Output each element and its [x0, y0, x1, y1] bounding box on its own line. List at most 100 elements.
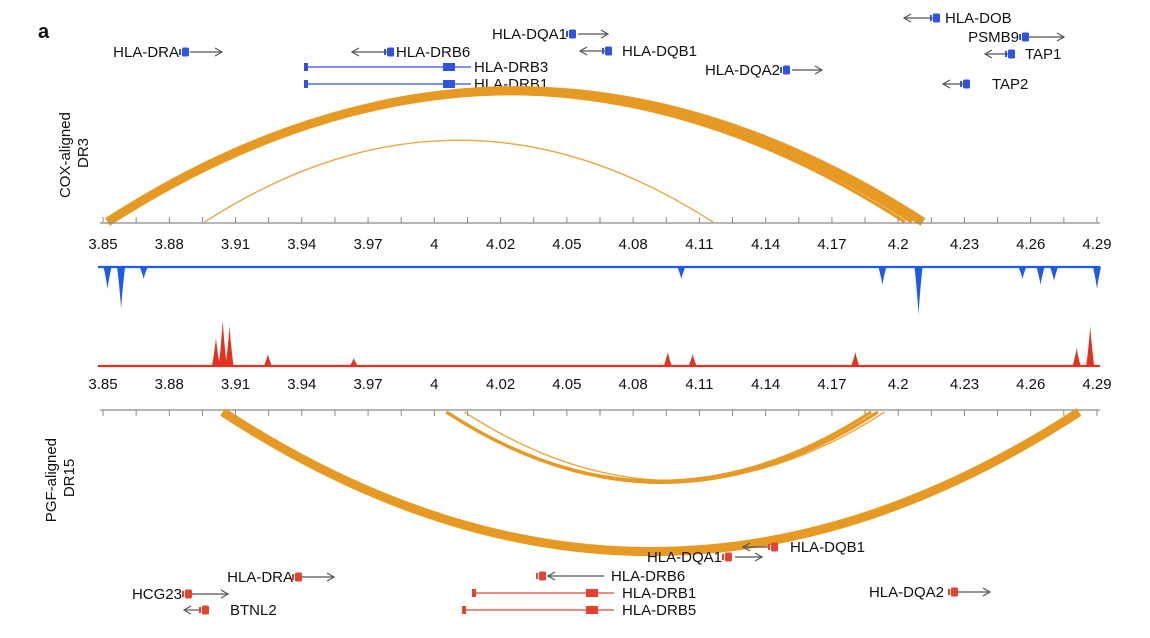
- top-side-label: COX-aligned DR3: [57, 108, 92, 198]
- blue-peak-5: [914, 267, 923, 315]
- bottom-gene-label: HLA-DRB6: [611, 568, 685, 585]
- top-gene-mark-6: [783, 65, 790, 75]
- top-arrow-icon-9: [983, 49, 993, 59]
- bottom-arrow-icon-0: [220, 589, 230, 599]
- bottom-arrow-icon-7: [741, 542, 751, 552]
- blue-peak-9: [1093, 267, 1101, 289]
- bottom-side-label-line1: PGF-aligned: [43, 438, 60, 522]
- bottom-tick-label: 4.29: [1082, 376, 1111, 393]
- top-gene-mark-1: [387, 47, 394, 57]
- red-peak-8: [1072, 348, 1081, 366]
- top-arrow-icon-6: [814, 65, 824, 75]
- bottom-arrow-icon-2: [182, 605, 192, 615]
- bottom-gene-annotations: HCG23 HLA-DRA BTNL2 HLA-DRB6HLA-DRB1HLA-DRB…: [132, 539, 992, 619]
- bottom-gene-mark-1: [295, 572, 302, 582]
- bottom-tick-label: 4: [430, 376, 438, 393]
- bottom-gene-tick-0: [182, 591, 184, 597]
- top-tick-label: 4.05: [552, 236, 581, 253]
- top-exon-2-b: [443, 63, 455, 71]
- bottom-gene-mark-3: [539, 571, 546, 581]
- bottom-gene-label: HLA-DQA2: [869, 584, 944, 601]
- blue-peak-4: [878, 267, 887, 285]
- red-peak-4: [349, 358, 358, 366]
- top-tick-label: 3.85: [88, 236, 117, 253]
- top-gene-mark-7: [933, 13, 940, 23]
- top-exon-2-a: [304, 63, 308, 71]
- bottom-gene-label: HLA-DRA: [227, 569, 293, 586]
- bottom-gene-mark-8: [951, 587, 958, 597]
- top-gene-tick-10: [960, 81, 962, 87]
- bottom-tick-label: 3.91: [221, 376, 250, 393]
- top-gene-tick-1: [384, 49, 386, 55]
- top-arrow-icon-5: [578, 46, 588, 56]
- top-gene-tick-0: [179, 49, 181, 55]
- bottom-arrow-icon-8: [982, 587, 992, 597]
- bottom-tick-label: 4.05: [552, 376, 581, 393]
- red-peak-2: [225, 326, 234, 366]
- top-gene-label: HLA-DRB6: [396, 44, 470, 61]
- bottom-gene-tick-3: [536, 573, 538, 579]
- panel-label: a: [38, 21, 50, 43]
- bottom-tick-label: 4.11: [685, 376, 713, 393]
- bottom-exon-4-a: [472, 589, 476, 597]
- top-gene-label: HLA-DQA2: [705, 62, 780, 79]
- top-arc-3: [204, 139, 714, 223]
- top-gene-mark-0: [182, 47, 189, 57]
- bottom-gene-mark-7: [771, 542, 778, 552]
- bottom-side-label-line2: DR15: [61, 459, 78, 497]
- bottom-gene-tick-8: [948, 589, 950, 595]
- top-tick-label: 4.08: [619, 236, 648, 253]
- top-interaction-arcs: [105, 86, 926, 226]
- bottom-arc-3: [464, 411, 886, 482]
- bottom-tick-label: 3.94: [287, 376, 316, 393]
- top-tick-label: 3.94: [287, 236, 316, 253]
- top-tick-label: 3.88: [155, 236, 184, 253]
- top-tick-label: 4.14: [751, 236, 780, 253]
- blue-peak-3: [677, 267, 686, 279]
- top-gene-label: HLA-DRA: [113, 44, 179, 61]
- red-peak-7: [851, 352, 860, 366]
- top-arrow-icon-1: [350, 47, 360, 57]
- bottom-gene-tick-6: [722, 554, 724, 560]
- bottom-tick-label: 3.88: [155, 376, 184, 393]
- top-gene-mark-8: [1022, 32, 1029, 42]
- blue-peak-2: [139, 267, 148, 279]
- bottom-tick-label: 4.08: [619, 376, 648, 393]
- top-arrow-icon-10: [941, 79, 951, 89]
- top-gene-label: HLA-DOB: [945, 10, 1012, 27]
- bottom-arrow-icon-1: [326, 572, 336, 582]
- top-exon-3-b: [443, 80, 455, 88]
- blue-peak-1: [117, 267, 126, 309]
- bottom-tick-label: 4.2: [888, 376, 909, 393]
- top-gene-label: HLA-DQB1: [622, 43, 697, 60]
- red-peak-0: [211, 338, 220, 366]
- blue-peak-8: [1050, 267, 1059, 281]
- bottom-gene-label: HCG23: [132, 586, 182, 603]
- blue-peak-0: [103, 267, 112, 289]
- bottom-gene-label: BTNL2: [230, 602, 277, 619]
- top-gene-tick-5: [602, 48, 604, 54]
- top-tick-label: 4: [430, 236, 438, 253]
- top-gene-label: TAP1: [1025, 46, 1061, 63]
- blue-peak-7: [1036, 267, 1045, 285]
- red-peak-9: [1086, 326, 1095, 366]
- bottom-arrow-icon-6: [754, 552, 764, 562]
- bottom-exon-5-b: [586, 606, 598, 614]
- top-tick-label: 4.11: [685, 236, 713, 253]
- top-tick-label: 3.91: [221, 236, 250, 253]
- top-gene-mark-5: [605, 46, 612, 56]
- top-axis: 3.85 3.88 3.91 3.94 3.97 4 4.02 4.05 4.08 4.11 4.1…: [88, 217, 1112, 253]
- blue-coverage-track: [98, 265, 1101, 315]
- red-peak-5: [663, 352, 672, 366]
- bottom-exon-4-b: [586, 589, 598, 597]
- top-gene-tick-7: [930, 15, 932, 21]
- top-tick-label: 4.02: [486, 236, 515, 253]
- top-arrow-icon-7: [902, 13, 912, 23]
- top-tick-label: 4.26: [1016, 236, 1045, 253]
- bottom-exon-5-a: [462, 606, 466, 614]
- top-gene-mark-9: [1008, 49, 1015, 59]
- top-gene-annotations: HLA-DRA HLA-DRB6HLA-DRB3HLA-DRB1HLA-DQA1H…: [113, 10, 1066, 93]
- bottom-gene-label: HLA-DQA1: [647, 549, 722, 566]
- top-gene-label: PSMB9: [968, 29, 1019, 46]
